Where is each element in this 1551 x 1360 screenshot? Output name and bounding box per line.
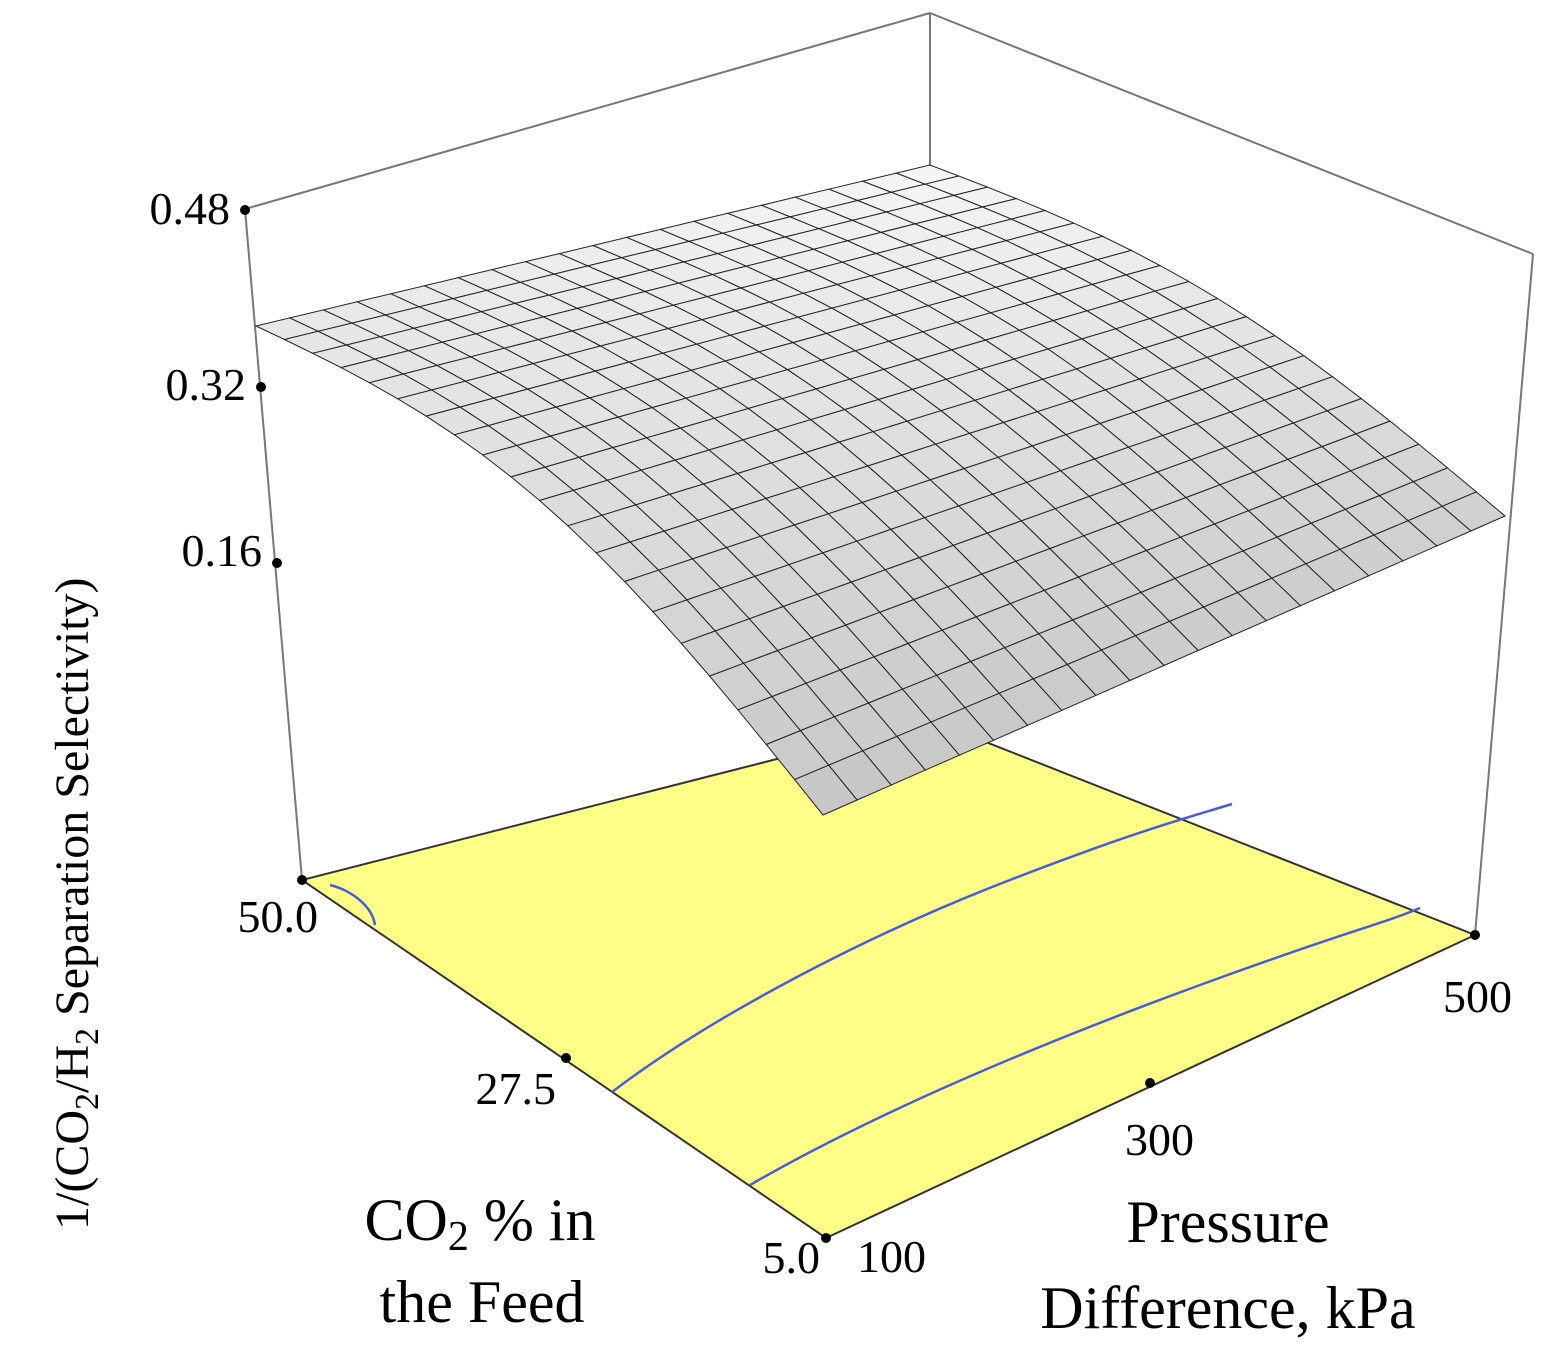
z-label-subscript: 2 (69, 1028, 106, 1045)
co2-tick-label: 5.0 (763, 1232, 821, 1283)
z-tick-label: 0.32 (166, 359, 247, 410)
z-label-part: Separation Selectivity) (46, 577, 99, 1028)
z-tick-mark (256, 382, 266, 392)
co2-tick-mark (821, 1233, 831, 1243)
pressure-tick-mark (1470, 930, 1480, 940)
co2-axis-ticks: 50.0 27.5 5.0 (238, 875, 831, 1283)
co2-axis-label-line2: the Feed (380, 1269, 585, 1335)
response-surface (254, 164, 1506, 816)
z-tick-mark (240, 205, 250, 215)
pressure-axis-label-line2: Difference, kPa (1040, 1275, 1415, 1341)
pressure-axis-ticks: 500 300 100 (857, 930, 1512, 1282)
pressure-tick-label: 300 (1125, 1114, 1194, 1165)
surface-cell (793, 764, 858, 816)
co2-tick-mark (561, 1053, 571, 1063)
pressure-axis-label-line1: Pressure (1126, 1189, 1329, 1255)
box-edge-top-right (929, 12, 1534, 255)
z-label-part: 1/(CO (46, 1110, 99, 1230)
contour-floor (299, 718, 1478, 1240)
z-label-part: /H (46, 1045, 99, 1093)
co2-tick-label: 50.0 (238, 891, 319, 942)
box-edge-top-left (244, 12, 931, 210)
co2-tick-mark (297, 875, 307, 885)
z-tick-mark (272, 558, 282, 568)
z-label-subscript: 2 (69, 1093, 106, 1110)
z-tick-label: 0.16 (182, 525, 263, 576)
box-edge-right-vertical (1474, 253, 1534, 936)
z-tick-label: 0.48 (150, 183, 231, 234)
pressure-tick-label: 100 (857, 1231, 926, 1282)
pressure-tick-label: 500 (1443, 971, 1512, 1022)
co2-label-subscript: 2 (448, 1214, 469, 1260)
box-edge-left-vertical (244, 208, 303, 881)
co2-axis-label-line1: CO2 % in (364, 1187, 595, 1260)
pressure-tick-mark (1145, 1078, 1155, 1088)
z-axis-ticks: 0.48 0.32 0.16 (150, 183, 282, 576)
z-axis-label: 1/(CO2/H2 Separation Selectivity) (46, 577, 106, 1230)
floor-contour-line (749, 906, 1421, 1187)
floor-contour-line (329, 883, 377, 926)
co2-label-part: CO (364, 1187, 447, 1253)
co2-tick-label: 27.5 (476, 1063, 557, 1114)
co2-label-part: % in (469, 1187, 596, 1253)
floor-contour-line (611, 802, 1233, 1093)
floor-plane (299, 718, 1478, 1240)
